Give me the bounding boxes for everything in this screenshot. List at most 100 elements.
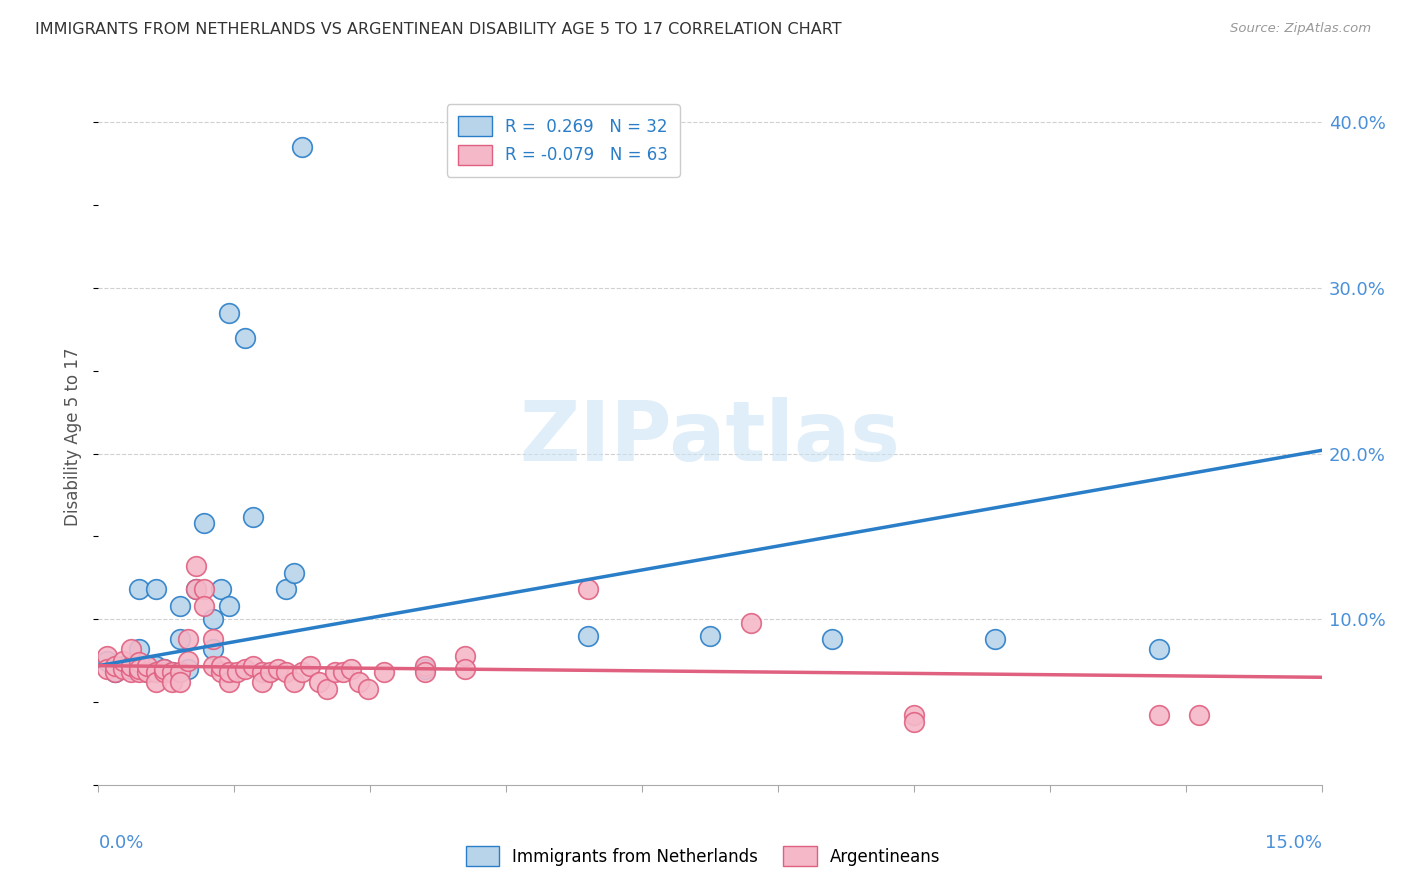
Text: 15.0%: 15.0% [1264,834,1322,852]
Point [218,665,240,680]
Point [1147,708,1170,723]
Point [177,662,200,676]
Point [145,658,167,673]
Point [128,665,150,680]
Point [152,662,174,676]
Point [177,654,200,668]
Point [209,658,232,673]
Point [152,665,174,680]
Point [201,632,224,647]
Point [186,559,208,574]
Point [218,675,240,690]
Point [250,665,273,680]
Point [242,509,264,524]
Point [201,612,224,626]
Point [169,599,191,613]
Point [104,658,127,673]
Point [332,665,354,680]
Point [259,665,281,680]
Point [267,662,290,676]
Point [160,665,183,680]
Y-axis label: Disability Age 5 to 17: Disability Age 5 to 17 [65,348,83,526]
Point [218,306,240,320]
Point [209,582,232,597]
Point [274,665,297,680]
Point [291,140,314,154]
Point [242,658,264,673]
Point [903,714,925,729]
Point [984,632,1007,647]
Point [128,662,150,676]
Point [291,665,314,680]
Point [177,632,200,647]
Point [111,658,134,673]
Point [283,566,305,580]
Point [111,654,134,668]
Legend: R =  0.269   N = 32, R = -0.079   N = 63: R = 0.269 N = 32, R = -0.079 N = 63 [447,104,679,177]
Point [145,665,167,680]
Point [136,658,159,673]
Point [340,662,363,676]
Point [128,656,150,670]
Point [128,642,150,657]
Point [111,662,134,676]
Point [356,681,378,696]
Point [576,629,599,643]
Point [186,582,208,597]
Point [120,642,142,657]
Point [96,662,118,676]
Point [299,658,322,673]
Point [373,665,395,680]
Point [193,582,215,597]
Point [201,642,224,657]
Point [454,648,477,663]
Point [96,648,118,663]
Text: ZIPatlas: ZIPatlas [520,397,900,477]
Point [821,632,844,647]
Point [250,675,273,690]
Point [315,681,337,696]
Point [413,662,436,676]
Point [136,665,159,680]
Point [283,675,305,690]
Point [218,599,240,613]
Text: IMMIGRANTS FROM NETHERLANDS VS ARGENTINEAN DISABILITY AGE 5 TO 17 CORRELATION CH: IMMIGRANTS FROM NETHERLANDS VS ARGENTINE… [35,22,842,37]
Point [226,665,249,680]
Point [209,665,232,680]
Text: 0.0%: 0.0% [98,834,143,852]
Text: Source: ZipAtlas.com: Source: ZipAtlas.com [1230,22,1371,36]
Point [120,665,142,680]
Point [1147,642,1170,657]
Point [104,665,127,680]
Point [413,658,436,673]
Point [1188,708,1211,723]
Point [145,675,167,690]
Point [323,665,346,680]
Point [349,675,371,690]
Point [160,665,183,680]
Point [136,665,159,680]
Point [576,582,599,597]
Point [120,658,142,673]
Point [152,662,174,676]
Point [903,708,925,723]
Point [740,615,762,630]
Point [120,662,142,676]
Point [233,662,256,676]
Point [145,582,167,597]
Point [169,675,191,690]
Point [201,658,224,673]
Point [233,331,256,345]
Point [104,665,127,680]
Point [413,665,436,680]
Point [308,675,330,690]
Point [169,632,191,647]
Point [160,675,183,690]
Point [96,654,118,668]
Point [169,665,191,680]
Point [454,662,477,676]
Point [193,516,215,531]
Point [193,599,215,613]
Point [274,582,297,597]
Legend: Immigrants from Netherlands, Argentineans: Immigrants from Netherlands, Argentinean… [457,838,949,875]
